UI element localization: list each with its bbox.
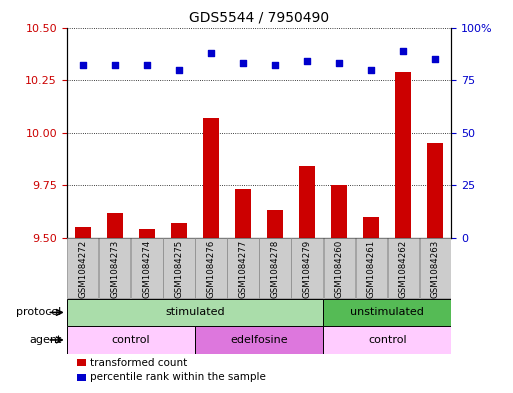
Bar bbox=[260, 239, 291, 298]
Point bbox=[207, 50, 215, 56]
Bar bbox=[291, 239, 323, 298]
Text: agent: agent bbox=[29, 335, 62, 345]
Bar bbox=[323, 326, 451, 354]
Point bbox=[271, 62, 279, 68]
Bar bbox=[299, 166, 315, 238]
Text: control: control bbox=[111, 335, 150, 345]
Text: GSM1084279: GSM1084279 bbox=[303, 240, 312, 298]
Bar bbox=[267, 210, 283, 238]
Bar bbox=[171, 223, 187, 238]
Point bbox=[239, 60, 247, 66]
Text: unstimulated: unstimulated bbox=[350, 307, 424, 318]
Bar bbox=[324, 239, 355, 298]
Point bbox=[431, 56, 440, 62]
Text: control: control bbox=[368, 335, 407, 345]
Text: GSM1084263: GSM1084263 bbox=[431, 240, 440, 298]
Bar bbox=[67, 326, 195, 354]
Text: GSM1084274: GSM1084274 bbox=[142, 240, 151, 298]
Point bbox=[111, 62, 119, 68]
Bar bbox=[356, 239, 387, 298]
Point bbox=[143, 62, 151, 68]
Bar bbox=[363, 217, 379, 238]
Point bbox=[399, 48, 407, 54]
Point bbox=[303, 58, 311, 64]
Text: GSM1084276: GSM1084276 bbox=[206, 240, 215, 298]
Bar bbox=[195, 239, 227, 298]
Point bbox=[367, 66, 376, 73]
Text: protocol: protocol bbox=[16, 307, 62, 318]
Bar bbox=[235, 189, 251, 238]
Text: GSM1084277: GSM1084277 bbox=[239, 240, 248, 298]
Bar bbox=[67, 299, 323, 326]
Text: stimulated: stimulated bbox=[165, 307, 225, 318]
Text: GSM1084275: GSM1084275 bbox=[174, 240, 184, 298]
Bar bbox=[195, 326, 323, 354]
Text: GSM1084273: GSM1084273 bbox=[110, 240, 120, 298]
Text: GSM1084262: GSM1084262 bbox=[399, 240, 408, 298]
Point bbox=[78, 62, 87, 68]
Point bbox=[175, 66, 183, 73]
Bar bbox=[163, 239, 194, 298]
Bar bbox=[396, 72, 411, 238]
Text: edelfosine: edelfosine bbox=[230, 335, 288, 345]
Bar bbox=[427, 143, 443, 238]
Bar bbox=[99, 239, 130, 298]
Bar bbox=[203, 118, 219, 238]
Bar bbox=[227, 239, 259, 298]
Text: GSM1084261: GSM1084261 bbox=[367, 240, 376, 298]
Bar bbox=[420, 239, 451, 298]
Bar bbox=[67, 239, 98, 298]
Text: GSM1084260: GSM1084260 bbox=[334, 240, 344, 298]
Bar bbox=[388, 239, 419, 298]
Text: GSM1084272: GSM1084272 bbox=[78, 240, 87, 298]
Bar bbox=[139, 230, 155, 238]
Bar bbox=[323, 299, 451, 326]
Text: GSM1084278: GSM1084278 bbox=[270, 240, 280, 298]
Title: GDS5544 / 7950490: GDS5544 / 7950490 bbox=[189, 11, 329, 25]
Bar bbox=[331, 185, 347, 238]
Point bbox=[335, 60, 343, 66]
Text: transformed count: transformed count bbox=[90, 358, 187, 367]
Text: percentile rank within the sample: percentile rank within the sample bbox=[90, 373, 266, 382]
Bar bbox=[107, 213, 123, 238]
Bar bbox=[75, 227, 91, 238]
Bar bbox=[131, 239, 163, 298]
